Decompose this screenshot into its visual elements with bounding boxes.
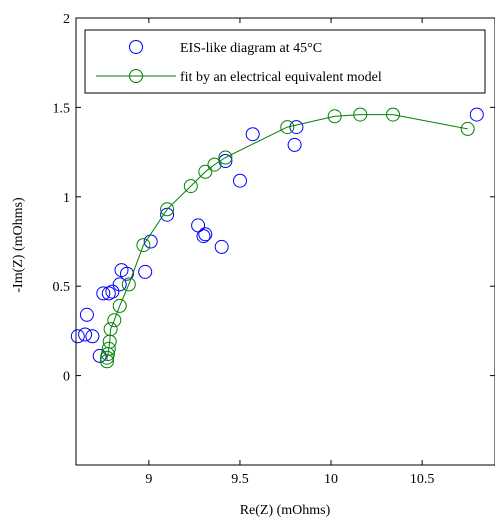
legend-marker-fit (129, 69, 143, 83)
legend-label-eis: EIS-like diagram at 45°C (180, 41, 322, 56)
series-0-point (245, 127, 260, 142)
x-tick-label: 10 (324, 472, 338, 487)
series-0-point (143, 234, 158, 249)
y-tick-label: 2 (63, 12, 70, 27)
series-1-point (386, 107, 400, 122)
series-0-point (105, 284, 120, 299)
y-tick-label: 0 (63, 370, 70, 385)
series-1-point (327, 109, 342, 124)
series-1-point (460, 121, 475, 136)
series-1-point (218, 150, 233, 165)
series-0-point (112, 277, 127, 292)
series-0-point (214, 239, 229, 254)
x-tick-label: 9 (145, 472, 152, 487)
plot-frame (75, 17, 495, 466)
series-0-point (85, 329, 100, 344)
ticks-layer: 9 9.5 10 10.5 0 0.5 1 1.5 2 (53, 12, 495, 487)
series-1-point (107, 313, 122, 328)
legend-marker-eis (129, 40, 143, 54)
series-1-point (101, 341, 116, 356)
series-0-point (96, 286, 111, 301)
series-1-point (280, 120, 295, 135)
y-tick-label: 1.5 (53, 101, 71, 116)
series-1-point (353, 107, 368, 122)
series-1-point (103, 322, 118, 337)
series-1-point (183, 179, 198, 194)
y-tick-label: 1 (63, 191, 70, 206)
series-0-point (287, 137, 302, 152)
series-1-point (160, 202, 175, 217)
legend-label-fit: fit by an electrical equivalent model (180, 70, 382, 85)
x-axis-title: Re(Z) (mOhms) (240, 503, 331, 518)
series-0-point (78, 327, 93, 342)
x-tick-label: 10.5 (410, 472, 435, 487)
y-axis-title: -Im(Z) (mOhms) (11, 197, 26, 293)
series-0-point (92, 348, 107, 363)
series-0-point (79, 307, 94, 322)
series-layer (70, 107, 484, 369)
series-0-point (160, 207, 175, 222)
series-0-point (233, 173, 247, 188)
series-1-point (136, 238, 151, 253)
series-0-point (101, 286, 116, 301)
series-0-point (120, 266, 134, 281)
y-tick-label: 0.5 (53, 280, 71, 295)
series-0-point (218, 154, 233, 168)
series-0-point (469, 107, 484, 122)
series-1-point (112, 298, 127, 313)
legend: EIS-like diagram at 45°C fit by an elect… (84, 29, 486, 94)
series-0-point (138, 264, 153, 279)
legend-box (84, 29, 486, 94)
series-0-point (289, 120, 304, 135)
series-1-point (121, 277, 136, 292)
x-tick-label: 9.5 (231, 472, 249, 487)
series-0-point (198, 227, 213, 242)
series-1-point (198, 164, 213, 179)
series-1-point (207, 157, 222, 172)
series-0-point (70, 329, 85, 344)
series-0-point (196, 229, 211, 244)
